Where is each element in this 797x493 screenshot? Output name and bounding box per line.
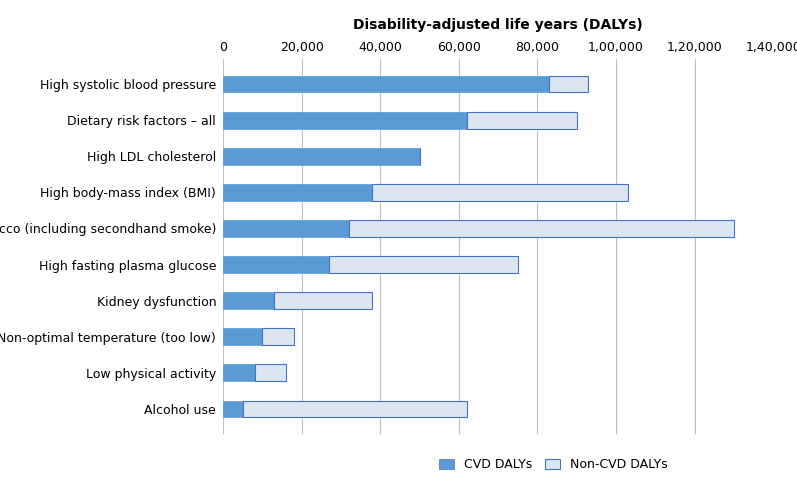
Bar [254, 364, 286, 381]
X-axis label: Disability-adjusted life years (DALYs): Disability-adjusted life years (DALYs) [353, 19, 643, 33]
Bar [223, 148, 419, 165]
Bar [223, 256, 329, 273]
Bar [223, 112, 467, 129]
Bar [223, 76, 549, 93]
Bar [223, 220, 349, 237]
Bar [549, 76, 588, 93]
Bar [223, 328, 262, 345]
Bar [223, 400, 243, 417]
Bar [223, 364, 254, 381]
Bar [243, 400, 467, 417]
Bar [372, 184, 628, 201]
Bar [262, 328, 294, 345]
Bar [349, 220, 734, 237]
Bar [467, 112, 577, 129]
Bar [223, 292, 274, 309]
Bar [329, 256, 518, 273]
Legend: CVD DALYs, Non-CVD DALYs: CVD DALYs, Non-CVD DALYs [434, 453, 673, 476]
Bar [274, 292, 372, 309]
Bar [223, 184, 372, 201]
